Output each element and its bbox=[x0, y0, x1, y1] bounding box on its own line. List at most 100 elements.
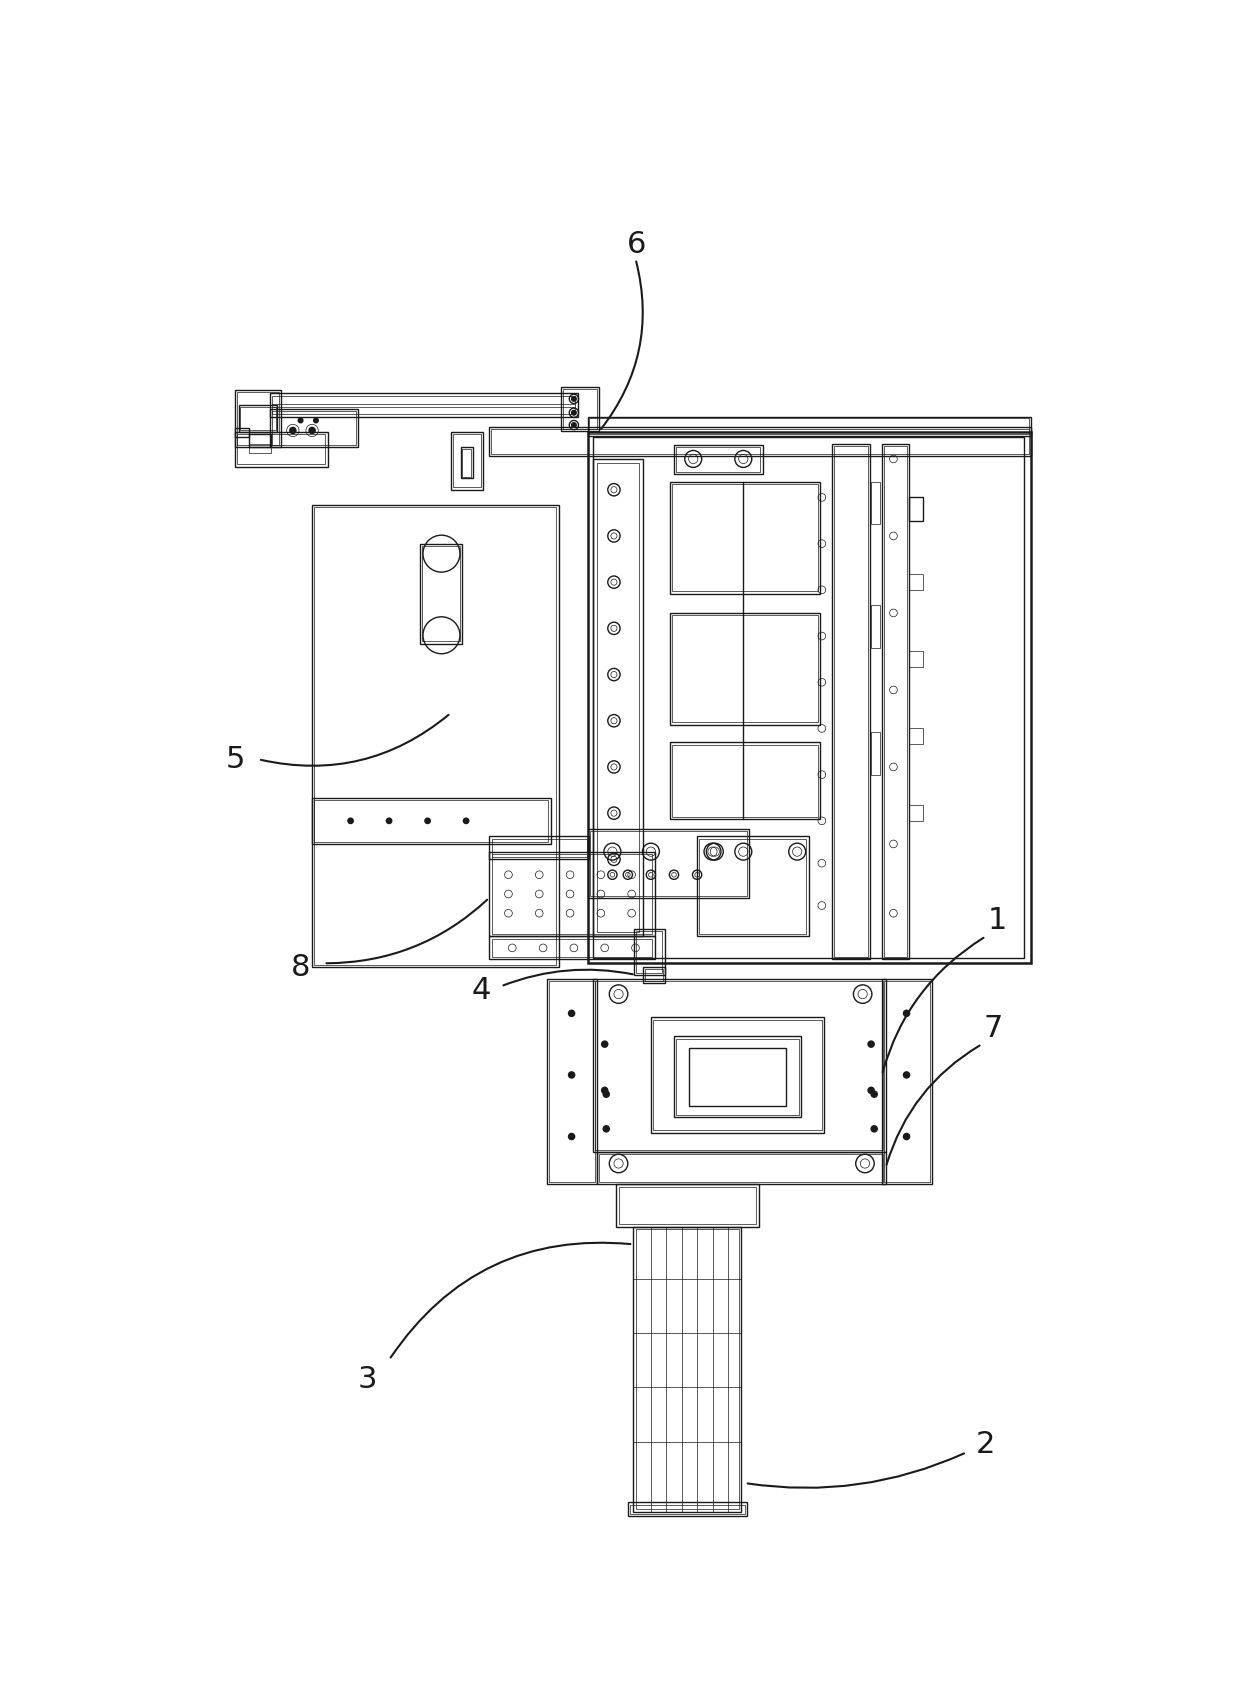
Bar bbox=[644, 968, 665, 983]
Circle shape bbox=[314, 418, 319, 423]
Circle shape bbox=[868, 1041, 874, 1046]
Bar bbox=[272, 411, 356, 446]
Bar bbox=[237, 434, 325, 464]
Bar bbox=[270, 394, 578, 417]
Bar bbox=[312, 505, 558, 968]
Bar bbox=[563, 389, 596, 428]
Bar bbox=[884, 982, 930, 1181]
Circle shape bbox=[572, 410, 577, 415]
Bar bbox=[672, 744, 818, 818]
Bar bbox=[490, 852, 655, 937]
Circle shape bbox=[868, 1087, 874, 1094]
Circle shape bbox=[603, 1091, 609, 1098]
Bar bbox=[560, 386, 599, 432]
Bar bbox=[593, 978, 885, 1152]
Bar bbox=[835, 446, 868, 958]
Bar bbox=[636, 930, 662, 973]
Bar bbox=[634, 929, 665, 975]
Circle shape bbox=[568, 1072, 574, 1079]
Bar bbox=[635, 1229, 739, 1509]
Bar bbox=[675, 1036, 801, 1118]
Bar bbox=[491, 428, 1029, 454]
Bar bbox=[630, 1504, 745, 1514]
Bar bbox=[237, 393, 279, 446]
Bar bbox=[236, 432, 327, 466]
Circle shape bbox=[464, 818, 469, 823]
Text: 8: 8 bbox=[291, 953, 310, 982]
Circle shape bbox=[601, 1087, 608, 1094]
Bar bbox=[547, 978, 596, 1185]
Bar bbox=[450, 432, 484, 490]
Bar bbox=[420, 543, 463, 644]
Bar bbox=[239, 405, 278, 432]
Bar bbox=[670, 743, 821, 819]
Bar bbox=[909, 497, 923, 521]
Bar bbox=[627, 1502, 748, 1516]
Bar bbox=[272, 396, 575, 415]
Bar bbox=[872, 481, 880, 524]
Text: 5: 5 bbox=[226, 744, 244, 773]
Bar bbox=[645, 968, 663, 982]
Bar bbox=[634, 1227, 742, 1511]
Bar bbox=[832, 444, 870, 959]
Bar bbox=[249, 444, 270, 452]
Bar bbox=[872, 606, 880, 647]
Bar bbox=[699, 838, 806, 934]
Bar bbox=[315, 507, 557, 964]
Bar bbox=[909, 806, 923, 821]
Bar bbox=[315, 801, 548, 842]
Bar bbox=[909, 652, 923, 667]
Text: 2: 2 bbox=[976, 1430, 996, 1459]
Bar bbox=[249, 434, 270, 447]
Bar bbox=[270, 410, 358, 447]
Bar bbox=[490, 836, 589, 859]
Circle shape bbox=[572, 423, 577, 427]
Text: 1: 1 bbox=[988, 906, 1007, 935]
Bar bbox=[593, 459, 644, 937]
Bar bbox=[236, 428, 249, 437]
Bar bbox=[672, 485, 818, 591]
Bar bbox=[463, 449, 471, 476]
Circle shape bbox=[568, 1011, 574, 1016]
Bar bbox=[593, 437, 1024, 958]
Bar bbox=[909, 575, 923, 591]
Bar bbox=[596, 463, 640, 932]
Circle shape bbox=[904, 1133, 910, 1140]
Bar bbox=[549, 982, 595, 1181]
Bar bbox=[588, 432, 1030, 963]
Circle shape bbox=[309, 427, 315, 434]
Bar bbox=[675, 446, 763, 475]
Circle shape bbox=[299, 418, 303, 423]
Bar bbox=[672, 615, 818, 722]
Text: 6: 6 bbox=[627, 230, 647, 259]
Bar bbox=[616, 1185, 759, 1227]
Bar bbox=[590, 831, 748, 896]
Circle shape bbox=[872, 1091, 877, 1098]
Circle shape bbox=[387, 818, 392, 823]
Circle shape bbox=[568, 1133, 574, 1140]
Bar bbox=[453, 434, 481, 488]
Bar bbox=[882, 978, 932, 1185]
Bar bbox=[676, 447, 760, 473]
Bar bbox=[882, 444, 909, 959]
Bar bbox=[595, 982, 883, 1149]
Bar bbox=[589, 418, 1029, 434]
Circle shape bbox=[348, 818, 353, 823]
Bar bbox=[490, 427, 1030, 456]
Bar bbox=[236, 389, 281, 447]
Bar bbox=[670, 613, 821, 724]
Bar bbox=[651, 1017, 825, 1133]
Bar bbox=[241, 406, 277, 430]
Bar bbox=[653, 1019, 822, 1130]
Bar bbox=[491, 838, 587, 857]
Bar bbox=[619, 1186, 756, 1224]
Circle shape bbox=[425, 818, 430, 823]
Bar bbox=[491, 939, 652, 958]
Bar bbox=[312, 797, 551, 843]
Bar bbox=[461, 447, 472, 478]
Bar bbox=[491, 854, 652, 934]
Circle shape bbox=[603, 1125, 609, 1132]
Text: 7: 7 bbox=[983, 1014, 1003, 1043]
Bar bbox=[670, 481, 821, 594]
Bar bbox=[697, 836, 808, 937]
